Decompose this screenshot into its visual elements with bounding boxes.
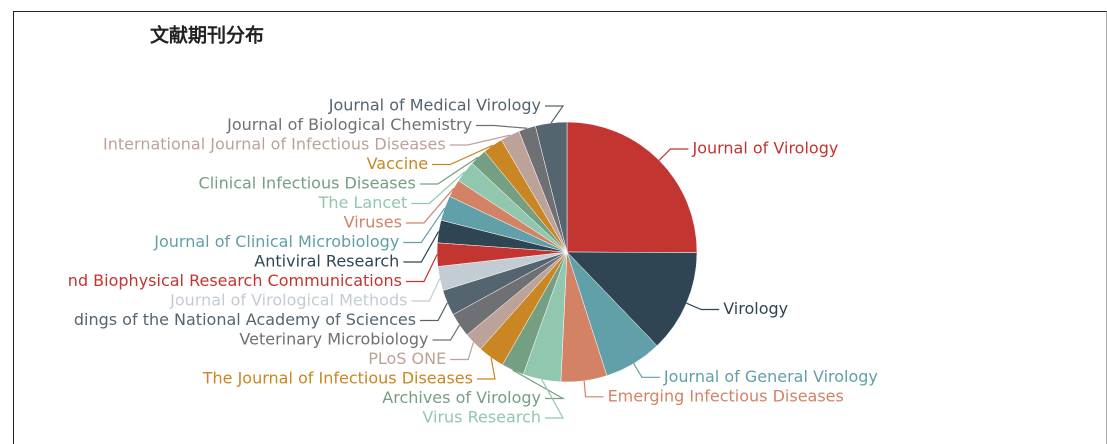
slice-label: International Journal of Infectious Dise… [103,135,446,154]
leader-line [411,171,466,205]
slice-label: Virology [723,299,788,318]
leader-line [512,369,566,400]
leader-line [541,379,565,419]
leader-line [450,342,475,361]
leader-line [658,148,689,161]
leader-line [405,187,455,224]
slice-label: Clinical Infectious Diseases [199,174,416,193]
slice-label: Journal of Medical Virology [328,96,541,115]
leader-line [403,231,440,263]
leader-line [420,302,448,322]
leader-line [406,254,438,283]
leader-line [476,357,496,380]
slice-label: Journal of Clinical Microbiology [153,232,399,251]
slice-label: The Lancet [318,193,408,212]
slice-label: PLoS ONE [368,349,446,368]
leader-line [432,324,461,341]
slice-label: Antiviral Research [254,252,399,271]
slice-label: nd Biophysical Research Communications [68,271,402,290]
leader-line [411,278,441,302]
slice-label: Journal of Biological Chemistry [226,115,472,134]
slice-label: Archives of Virology [382,388,541,407]
leader-line [686,302,720,311]
slice-label: Journal of Virology [691,139,838,158]
pie-slice [535,121,568,253]
leader-line [419,156,479,185]
leader-line [432,144,493,166]
leader-line [545,105,565,124]
leader-line [403,207,446,244]
leader-line [633,363,660,378]
slice-label: Journal of General Virology [663,367,878,386]
leader-line [449,134,511,146]
slice-label: dings of the National Academy of Science… [74,310,416,329]
slice-label: Emerging Infectious Diseases [608,386,844,405]
slice-label: Virus Research [422,408,541,427]
leader-line [583,380,604,398]
slice-label: Vaccine [367,154,429,173]
chart-title: 文献期刊分布 [150,24,264,47]
slice-label: The Journal of Infectious Diseases [202,369,473,388]
slice-label: Journal of Virological Methods [169,291,407,310]
slice-label: Viruses [344,213,402,232]
leader-line [476,124,528,129]
pie-slice [566,121,698,253]
slice-label: Veterinary Microbiology [239,330,428,349]
pie-slice [566,251,698,347]
